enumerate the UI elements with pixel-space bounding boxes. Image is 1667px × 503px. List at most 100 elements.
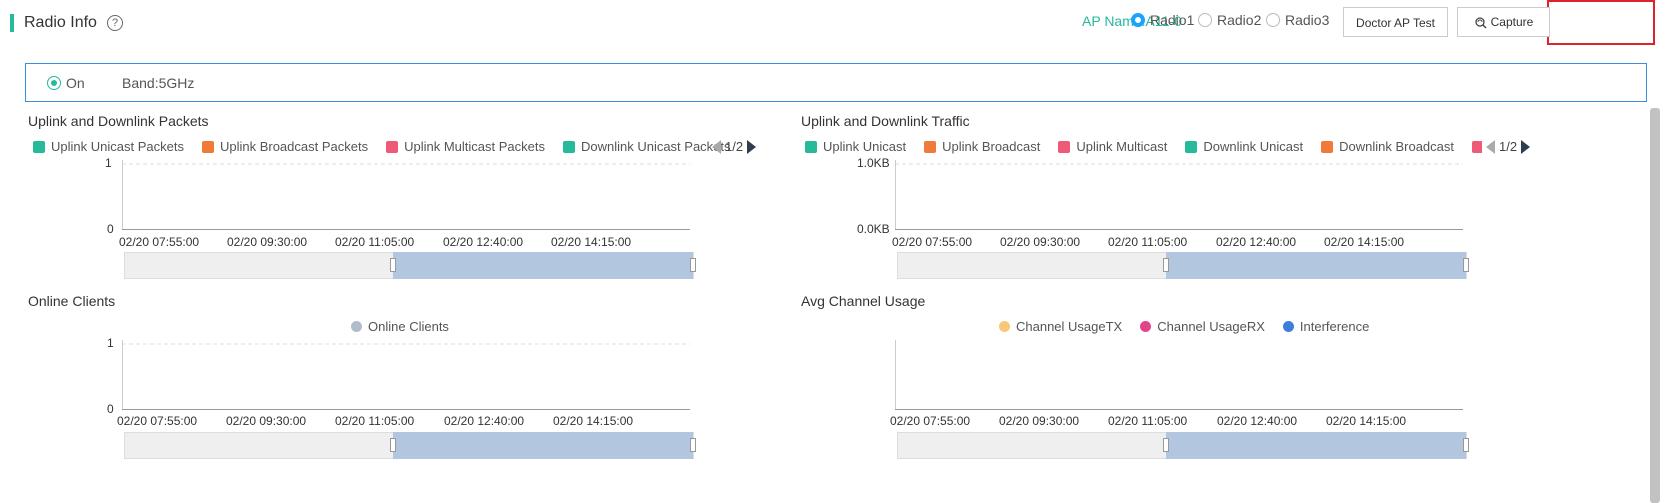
packets-legend: Uplink Unicast Packets Uplink Broadcast … [33,139,749,154]
radio-status-box [25,63,1647,102]
packets-chart-title: Uplink and Downlink Packets [28,113,209,129]
page-title: Radio Info [24,14,97,31]
doctor-ap-test-button[interactable]: Doctor AP Test [1343,7,1448,37]
legend-item[interactable]: Interference [1282,319,1370,334]
zoom-handle-right[interactable] [690,258,696,272]
on-status-radio [47,76,61,90]
next-page-arrow-icon[interactable] [747,139,757,154]
zoom-handle-left[interactable] [390,258,396,272]
legend-item[interactable]: Uplink Unicast Packets [33,139,184,154]
traffic-zoom-range[interactable] [1166,252,1466,279]
y-tick-label: 1.0KB [857,156,890,170]
title-accent-bar [10,14,14,32]
radio1-radio-button[interactable] [1131,13,1145,27]
y-tick-label: 0 [107,222,114,236]
legend-label: Downlink Broadcast [1339,139,1454,154]
x-tick-label: 02/20 11:05:00 [335,414,415,428]
radio-state-label: On [66,75,85,91]
legend-item[interactable]: Downlink Unicast Packets [562,139,731,154]
prev-page-arrow-icon[interactable] [712,139,721,154]
x-tick-label: 02/20 14:15:00 [1326,414,1407,428]
legend-item[interactable]: Do [1472,139,1482,154]
y-tick-label: 1 [105,156,112,170]
capture-button[interactable]: Capture [1457,7,1550,37]
legend-swatch [1185,140,1198,153]
pager-text: 1/2 [725,139,744,154]
legend-item[interactable]: Uplink Unicast [805,139,906,154]
prev-page-arrow-icon[interactable] [1486,139,1495,154]
legend-item[interactable]: Uplink Broadcast [924,139,1040,154]
legend-item[interactable]: Online Clients [351,319,449,334]
x-tick-label: 02/20 07:55:00 [117,414,198,428]
channel-zoom-range[interactable] [1166,432,1466,459]
legend-label: Channel UsageTX [1016,319,1123,334]
x-tick-label: 02/20 11:05:00 [335,235,415,249]
legend-item[interactable]: Uplink Multicast [1058,139,1167,154]
x-tick-label: 02/20 12:40:00 [444,414,525,428]
x-tick-label: 02/20 12:40:00 [443,235,524,249]
zoom-handle-left[interactable] [390,438,396,452]
legend-item[interactable]: Uplink Multicast Packets [386,139,545,154]
x-tick-label: 02/20 12:40:00 [1216,235,1297,249]
traffic-chart-title: Uplink and Downlink Traffic [801,113,970,129]
page-scrollbar[interactable] [1650,108,1660,503]
pager-text: 1/2 [1499,139,1518,154]
legend-label: Downlink Unicast Packets [580,139,731,154]
radio2-label: Radio2 [1217,12,1262,28]
legend-label: Uplink Broadcast Packets [219,139,369,154]
zoom-handle-left[interactable] [1163,438,1169,452]
x-tick-label: 02/20 09:30:00 [999,414,1080,428]
radio1-option[interactable]: Radio1 [1131,12,1194,28]
legend-item[interactable]: Channel UsageRX [1140,319,1265,334]
legend-item[interactable]: Channel UsageTX [999,319,1122,334]
next-page-arrow-icon[interactable] [1521,139,1531,154]
radio3-option[interactable]: Radio3 [1266,12,1329,28]
legend-dot [351,321,362,332]
legend-label: Online Clients [368,319,449,334]
legend-item[interactable]: Downlink Unicast [1185,139,1303,154]
traffic-legend-pager: 1/2 [1486,139,1531,154]
legend-item[interactable]: Downlink Broadcast [1321,139,1454,154]
legend-dot [1140,321,1152,332]
radio2-option[interactable]: Radio2 [1198,12,1261,28]
clients-chart-title: Online Clients [28,293,116,309]
x-tick-label: 02/20 14:15:00 [551,235,632,249]
x-tick-label: 02/20 14:15:00 [553,414,634,428]
x-tick-label: 02/20 12:40:00 [1217,414,1298,428]
legend-swatch [33,140,45,153]
legend-label: Uplink Unicast [823,139,907,154]
x-tick-label: 02/20 11:05:00 [1108,235,1188,249]
legend-dot [1282,321,1294,332]
radio3-radio-button[interactable] [1266,13,1280,27]
legend-swatch [1321,140,1334,153]
x-tick-label: 02/20 14:15:00 [1324,235,1405,249]
x-tick-label: 02/20 07:55:00 [892,235,973,249]
packets-zoom-range[interactable] [393,252,693,279]
legend-label: Uplink Unicast Packets [51,139,184,154]
radio2-radio-button[interactable] [1198,13,1212,27]
channel-legend: Channel UsageTX Channel UsageRX Interfer… [999,319,1387,334]
clients-zoom-range[interactable] [393,432,693,459]
legend-label: Interference [1299,319,1370,334]
legend-swatch [1058,140,1071,153]
channel-plot-area [895,340,1463,410]
capture-icon [1474,16,1487,29]
x-tick-label: 02/20 09:30:00 [227,235,308,249]
zoom-handle-right[interactable] [1463,438,1469,452]
packets-plot-area [122,160,690,230]
radio3-label: Radio3 [1285,12,1330,28]
radio1-label: Radio1 [1150,12,1195,28]
zoom-handle-right[interactable] [690,438,696,452]
zoom-handle-left[interactable] [1163,258,1169,272]
y-tick-label: 1 [107,336,114,350]
zoom-handle-right[interactable] [1463,258,1469,272]
legend-label: Uplink Multicast [1076,139,1168,154]
channel-chart-title: Avg Channel Usage [801,293,926,309]
x-tick-label: 02/20 07:55:00 [119,235,200,249]
legend-item[interactable]: Uplink Broadcast Packets [201,139,369,154]
clients-legend: Online Clients [351,319,467,334]
y-tick-label: 0.0KB [857,222,890,236]
help-icon[interactable]: ? [107,15,123,31]
x-tick-label: 02/20 09:30:00 [1000,235,1081,249]
x-tick-label: 02/20 09:30:00 [226,414,307,428]
